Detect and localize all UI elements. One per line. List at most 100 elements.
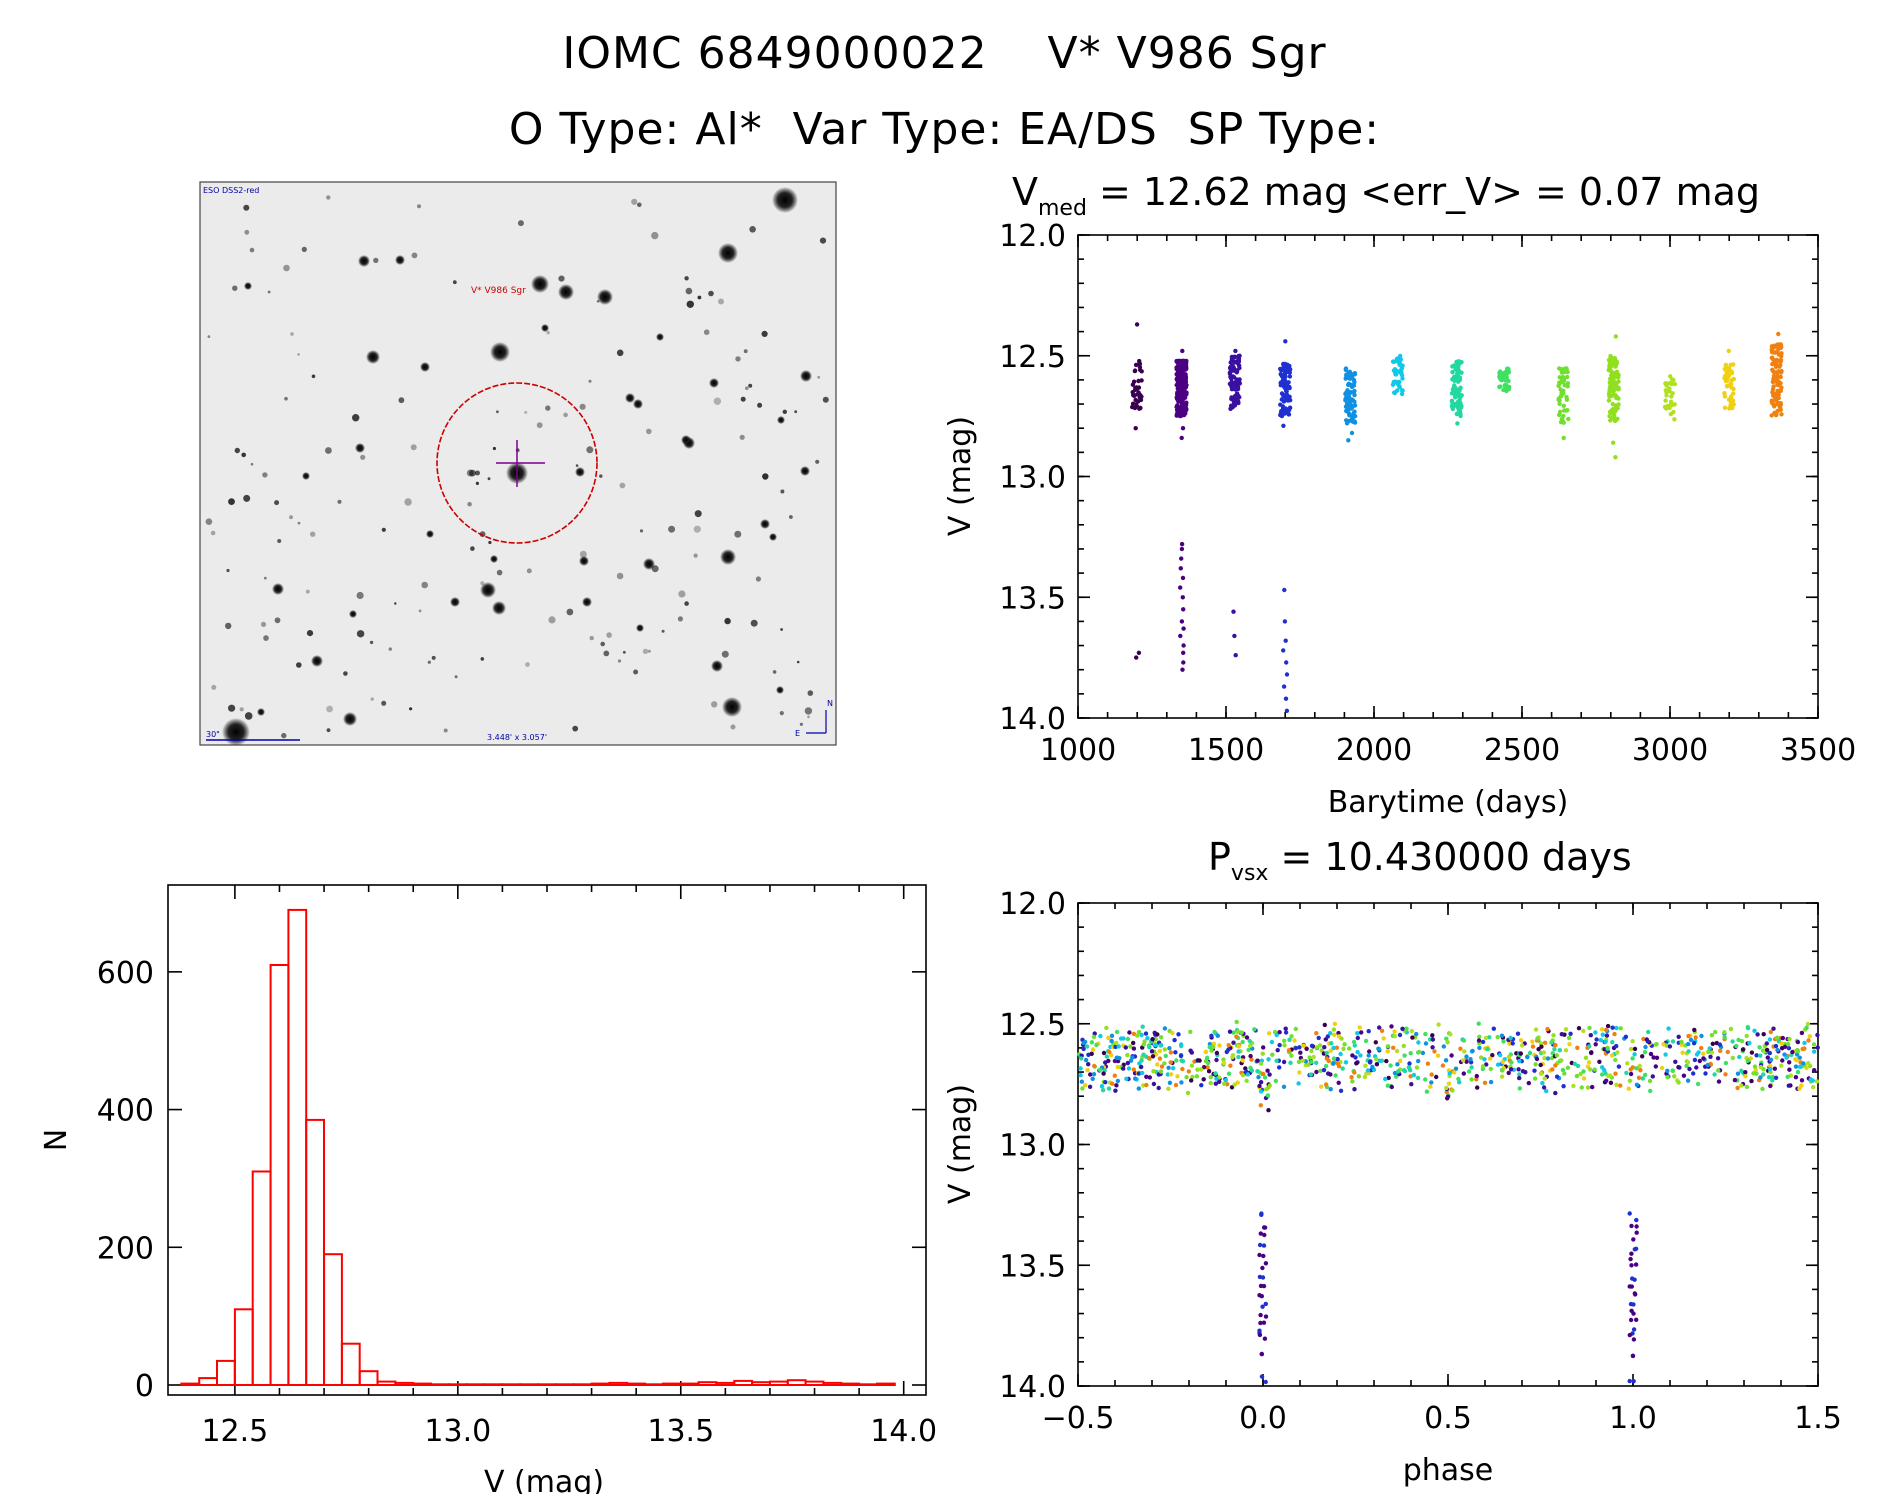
finder-faint-star [631,198,638,205]
phased-ytick-label: 13.0 [999,1129,1066,1164]
finder-faint-star [617,659,622,663]
phased-point [1247,1038,1252,1044]
finder-faint-star [780,628,783,631]
phased-point [1227,1029,1233,1034]
lightcurve-point [1132,368,1138,374]
phased-point [1133,1076,1138,1081]
phased-point [1266,1108,1271,1113]
phased-point [1236,1044,1242,1049]
finder-faint-star [661,629,665,633]
phased-point [1366,1029,1371,1034]
phased-point [1812,1049,1817,1054]
phased-point [1323,1063,1329,1069]
phased-point [1221,1060,1227,1065]
lightcurve-ytick-label: 13.5 [999,581,1066,616]
phased-point [1377,1025,1382,1030]
phased-point [1297,1045,1302,1050]
lightcurve-point [1133,426,1138,431]
phased-point [1078,1073,1083,1078]
phased-point [1804,1025,1809,1031]
phased-point [1277,1042,1282,1048]
lightcurve-point [1668,411,1674,417]
phased-point [1214,1050,1220,1056]
lightcurve-point [1778,370,1784,375]
phased-point [1293,1046,1299,1051]
histogram-ytick-label: 400 [97,1094,154,1129]
finder-star [643,558,655,570]
phased-point [1420,1050,1426,1056]
phased-point [1352,1087,1357,1092]
phased-point [1125,1052,1130,1058]
phased-point [1296,1059,1302,1065]
lightcurve-point [1176,405,1181,410]
phased-point [1258,1103,1264,1108]
phased-point [1321,1067,1327,1073]
phased-point [1244,1078,1249,1084]
phased-point [1180,1059,1186,1064]
finder-faint-star [487,477,491,481]
phased-point [1124,1076,1129,1082]
phased-point [1131,1040,1136,1046]
lightcurve-point [1232,633,1237,639]
lightcurve-point [1779,412,1784,417]
phased-point [1195,1058,1201,1063]
phased-point [1722,1030,1727,1035]
lightcurve-point [1726,397,1732,402]
phased-point [1109,1033,1115,1039]
phased-point [1194,1074,1200,1079]
phased-point [1293,1026,1299,1032]
phased-point [1801,1061,1806,1066]
phased-eclipse-point [1257,1252,1262,1258]
lightcurve-point [1348,418,1354,423]
phased-point [1610,1025,1615,1030]
phased-point [1469,1065,1474,1070]
lightcurve-point [1282,378,1287,383]
phased-point [1363,1038,1369,1044]
finder-faint-star [241,452,246,458]
finder-faint-star [337,499,342,504]
lightcurve-point [1557,412,1562,418]
phased-point [1217,1043,1222,1048]
lightcurve-point [1776,331,1781,337]
lightcurve-point [1281,684,1287,689]
finder-faint-star [249,247,255,253]
lightcurve-point [1343,398,1348,403]
finder-faint-star [311,374,316,379]
finder-faint-star [779,711,784,716]
phased-point [1612,1031,1617,1037]
lightcurve-point [1399,366,1405,371]
phased-point [1145,1036,1150,1041]
phased-point [1131,1067,1137,1072]
phased-point [1710,1041,1716,1047]
phased-point [1338,1088,1344,1094]
phased-point [1589,1050,1594,1055]
finder-faint-star [588,379,592,383]
finder-faint-star [642,648,649,654]
phased-point [1354,1061,1359,1066]
lightcurve-point [1282,587,1287,593]
phased-point [1188,1029,1193,1035]
phased-point [1723,1072,1728,1077]
finder-faint-star [263,635,269,641]
lightcurve-point [1183,372,1188,378]
finder-faint-star [596,300,600,303]
phased-point [1341,1046,1346,1052]
phased-point [1795,1048,1801,1054]
phased-point [1198,1067,1204,1072]
phased-point [1576,1026,1582,1031]
phased-point [1539,1044,1544,1049]
lightcurve-point [1234,383,1239,389]
lightcurve-point [1611,440,1616,445]
phased-point [1389,1024,1394,1029]
finder-star [625,393,635,403]
phased-eclipse-point [1259,1294,1265,1299]
lightcurve-point [1613,334,1619,339]
phased-point [1764,1041,1770,1046]
finder-star [597,289,613,305]
finder-faint-star [579,550,587,558]
phased-point [1452,1070,1457,1075]
phased-point [1666,1026,1671,1031]
lightcurve-point [1616,379,1621,384]
lightcurve-point [1606,357,1612,363]
phased-point [1587,1025,1592,1031]
